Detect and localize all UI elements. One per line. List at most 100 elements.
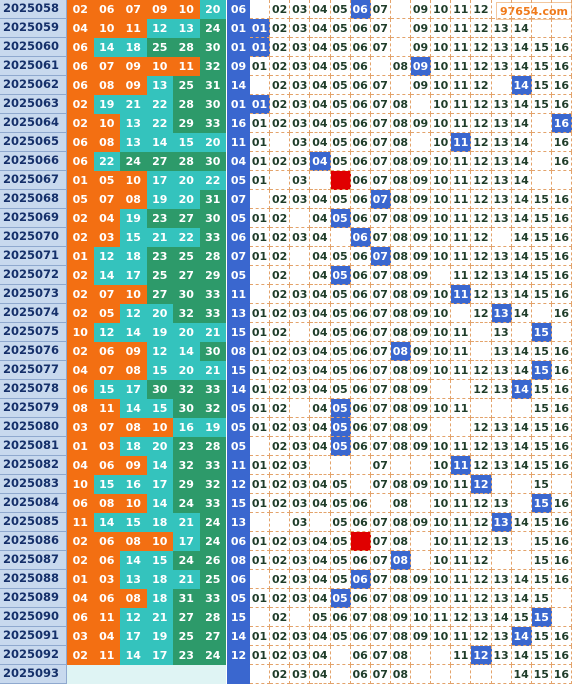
red-ball: 08: [93, 76, 120, 95]
blue-ball: 05: [226, 418, 250, 437]
red-ball: 02: [67, 646, 94, 665]
distribution-cell: 11: [451, 399, 472, 418]
distribution-cell: 08: [390, 475, 411, 494]
distribution-cell: 08: [390, 494, 411, 513]
distribution-cell: 02: [270, 228, 291, 247]
distribution-cell: 07: [370, 456, 391, 475]
distribution-cell: 04: [310, 399, 331, 418]
blue-hit-cell: 14: [511, 380, 532, 399]
distribution-cell: 14: [511, 152, 532, 171]
distribution-cell: 16: [551, 76, 572, 95]
distribution-cell: 10: [431, 551, 452, 570]
red-ball: 06: [93, 532, 120, 551]
red-ball: 10: [173, 0, 200, 19]
red-ball: 02: [67, 0, 94, 19]
distribution-cell: 11: [451, 190, 472, 209]
distribution-cell: 05: [330, 0, 351, 19]
distribution-cell: [390, 0, 411, 19]
blue-hit-cell: 01: [250, 38, 271, 57]
distribution-cell: 06: [350, 342, 371, 361]
distribution-cell: 10: [431, 247, 452, 266]
distribution-cell: 02: [270, 532, 291, 551]
distribution-cell: 08: [390, 228, 411, 247]
red-ball: 30: [199, 342, 226, 361]
distribution-cell: 13: [491, 342, 512, 361]
distribution-cell: 10: [431, 437, 452, 456]
distribution-cell: 09: [411, 627, 432, 646]
distribution-cell: 02: [270, 19, 291, 38]
distribution-cell: 02: [270, 380, 291, 399]
blue-hit-cell: 15: [531, 494, 552, 513]
distribution-cell: [390, 19, 411, 38]
issue-number: 2025092: [0, 646, 67, 665]
distribution-cell: [390, 76, 411, 95]
distribution-cell: [511, 399, 532, 418]
blue-hit-cell: 15: [531, 608, 552, 627]
red-ball: 11: [67, 513, 94, 532]
distribution-cell: 04: [310, 494, 331, 513]
distribution-cell: [250, 76, 271, 95]
distribution-cell: 11: [451, 494, 472, 513]
distribution-cell: 11: [451, 437, 472, 456]
distribution-cell: [250, 437, 271, 456]
distribution-cell: 12: [471, 418, 492, 437]
blue-ball: 13: [226, 513, 250, 532]
distribution-cell: 10: [431, 513, 452, 532]
red-ball: [67, 665, 94, 684]
issue-number: 2025066: [0, 152, 67, 171]
red-ball: 30: [199, 152, 226, 171]
distribution-cell: 04: [310, 114, 331, 133]
issue-number: 2025079: [0, 399, 67, 418]
distribution-cell: [250, 513, 271, 532]
red-ball: 25: [173, 247, 200, 266]
distribution-cell: 10: [431, 475, 452, 494]
distribution-cell: 09: [411, 209, 432, 228]
distribution-cell: 07: [370, 475, 391, 494]
blue-ball: 15: [226, 323, 250, 342]
red-ball: 23: [173, 437, 200, 456]
distribution-cell: 06: [350, 437, 371, 456]
red-ball: 14: [146, 456, 173, 475]
distribution-cell: [491, 76, 512, 95]
distribution-cell: 07: [370, 380, 391, 399]
issue-number: 2025078: [0, 380, 67, 399]
distribution-cell: 05: [330, 323, 351, 342]
blue-hit-cell: 04: [310, 152, 331, 171]
distribution-cell: 02: [270, 627, 291, 646]
red-ball: 07: [93, 361, 120, 380]
red-ball: 02: [67, 532, 94, 551]
distribution-cell: 13: [491, 380, 512, 399]
distribution-cell: [310, 171, 331, 190]
red-ball: [173, 665, 200, 684]
red-ball: [199, 665, 226, 684]
distribution-cell: 16: [551, 627, 572, 646]
distribution-cell: 14: [511, 228, 532, 247]
red-ball: 18: [146, 513, 173, 532]
distribution-cell: 12: [471, 247, 492, 266]
distribution-cell: 16: [551, 247, 572, 266]
distribution-cell: 06: [350, 513, 371, 532]
distribution-cell: 09: [411, 380, 432, 399]
red-ball: 03: [67, 418, 94, 437]
distribution-cell: [511, 494, 532, 513]
distribution-cell: 01: [250, 475, 271, 494]
distribution-cell: 07: [370, 19, 391, 38]
red-ball: 06: [67, 380, 94, 399]
blue-hit-cell: 06: [350, 0, 371, 19]
distribution-cell: 11: [451, 266, 472, 285]
distribution-cell: 16: [551, 304, 572, 323]
distribution-cell: 14: [511, 513, 532, 532]
distribution-cell: 02: [270, 475, 291, 494]
distribution-cell: 15: [511, 608, 532, 627]
red-ball: 04: [93, 627, 120, 646]
distribution-cell: 11: [451, 171, 472, 190]
distribution-cell: 02: [270, 551, 291, 570]
blue-ball: 05: [226, 589, 250, 608]
distribution-cell: 10: [431, 76, 452, 95]
red-ball: 08: [120, 361, 147, 380]
distribution-cell: 08: [390, 133, 411, 152]
distribution-cell: 13: [491, 418, 512, 437]
distribution-cell: 05: [330, 190, 351, 209]
distribution-cell: 08: [390, 57, 411, 76]
red-ball: 02: [67, 228, 94, 247]
